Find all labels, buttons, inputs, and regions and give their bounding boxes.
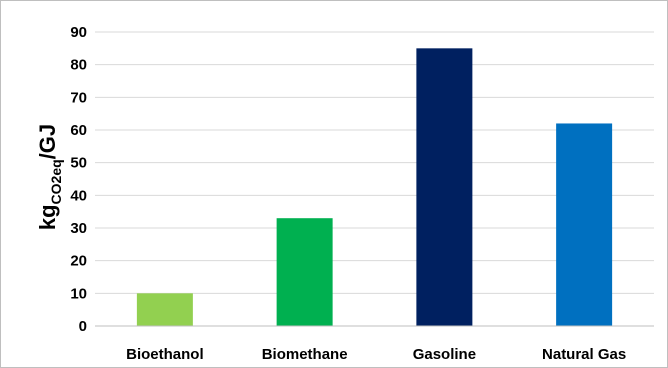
category-label-bioethanol: Bioethanol bbox=[126, 346, 204, 363]
bar-gasoline bbox=[416, 48, 473, 326]
y-tick-label-10: 10 bbox=[70, 285, 87, 302]
y-tick-label-50: 50 bbox=[70, 155, 87, 172]
x-axis-categories: Bioethanol Biomethane Gasoline Natural Gas bbox=[126, 346, 626, 363]
y-tick-label-20: 20 bbox=[70, 253, 87, 270]
bars bbox=[136, 48, 613, 326]
y-axis-label: kgCO2eq/GJ bbox=[35, 124, 64, 230]
bar-biomethane bbox=[276, 218, 333, 326]
y-tick-label-60: 60 bbox=[70, 122, 87, 139]
y-tick-label-70: 70 bbox=[70, 89, 87, 106]
y-axis-label-main: kg bbox=[35, 204, 60, 230]
bar-natural-gas bbox=[556, 123, 613, 326]
y-tick-label-40: 40 bbox=[70, 187, 87, 204]
category-label-biomethane: Biomethane bbox=[262, 346, 348, 363]
y-axis-ticks: 0 10 20 30 40 50 60 70 80 90 bbox=[70, 24, 87, 335]
category-label-natural-gas: Natural Gas bbox=[542, 346, 626, 363]
gridlines bbox=[95, 31, 654, 294]
y-tick-label-90: 90 bbox=[70, 24, 87, 41]
y-axis-label-suffix: /GJ bbox=[35, 124, 60, 159]
y-tick-label-0: 0 bbox=[79, 318, 87, 335]
y-tick-label-30: 30 bbox=[70, 220, 87, 237]
category-label-gasoline: Gasoline bbox=[413, 346, 476, 363]
y-axis-label-subscript: CO2eq bbox=[48, 159, 64, 204]
bar-bioethanol bbox=[136, 293, 193, 326]
y-tick-label-80: 80 bbox=[70, 57, 87, 74]
